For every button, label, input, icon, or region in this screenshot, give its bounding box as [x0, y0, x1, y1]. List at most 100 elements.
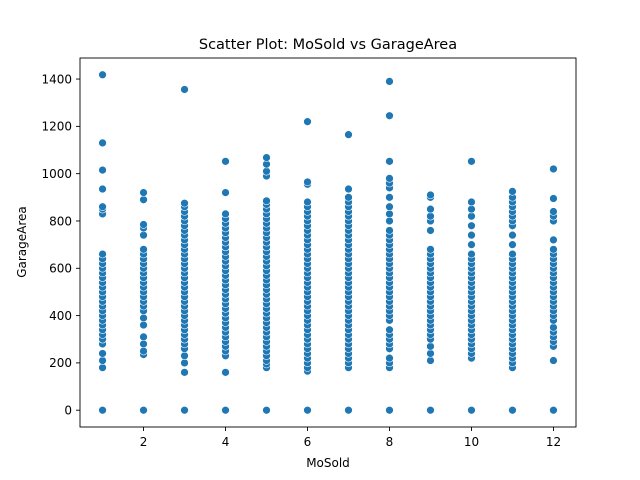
scatter-point: [549, 164, 558, 174]
scatter-point: [426, 406, 435, 415]
scatter-point: [221, 406, 230, 415]
scatter-point: [139, 406, 148, 415]
scatter-point: [303, 177, 312, 187]
scatter-point: [344, 184, 353, 194]
y-tick-label: 1000: [41, 167, 72, 181]
plot-frame: [79, 57, 577, 428]
scatter-point: [467, 249, 476, 259]
x-tick-label: 12: [546, 435, 561, 449]
scatter-point: [262, 167, 271, 176]
x-tick-label: 4: [222, 435, 230, 449]
scatter-point: [139, 195, 148, 204]
chart-title: Scatter Plot: MoSold vs GarageArea: [199, 37, 457, 53]
scatter-point: [385, 111, 394, 120]
scatter-point: [221, 368, 230, 377]
scatter-point: [303, 197, 312, 207]
scatter-point: [426, 190, 435, 200]
scatter-point: [180, 85, 189, 94]
scatter-point: [426, 204, 435, 214]
scatter-point: [508, 406, 517, 415]
scatter-point: [180, 351, 189, 360]
y-axis-ticks: 0 200 400 600 800 1000 1200 1400: [41, 72, 80, 418]
scatter-point: [385, 209, 394, 219]
scatter-point: [385, 202, 394, 211]
scatter-point: [467, 204, 476, 214]
scatter-point: [98, 165, 107, 175]
scatter-point: [98, 363, 107, 372]
scatter-point: [180, 358, 189, 368]
scatter-point: [98, 138, 107, 148]
y-tick-label: 800: [49, 214, 72, 228]
y-tick-label: 400: [49, 309, 72, 323]
y-tick-label: 0: [64, 404, 72, 418]
scatter-point: [221, 209, 230, 219]
y-tick-label: 1200: [41, 120, 72, 134]
scatter-point: [385, 406, 394, 415]
scatter-point: [344, 130, 353, 139]
scatter-point: [139, 320, 148, 330]
scatter-point: [467, 212, 476, 221]
scatter-point: [303, 117, 312, 126]
scatter-point: [98, 349, 107, 358]
scatter-point: [344, 406, 353, 415]
scatter-point: [549, 245, 558, 254]
scatter-point: [303, 406, 312, 415]
x-tick-label: 10: [464, 435, 479, 449]
scatter-point: [467, 197, 476, 207]
scatter-point: [467, 230, 476, 240]
y-axis-label: GarageArea: [15, 206, 29, 278]
data-points: [98, 70, 558, 415]
scatter-point: [549, 323, 558, 332]
scatter-point: [344, 193, 353, 202]
scatter-point: [139, 346, 148, 356]
scatter-point: [426, 226, 435, 235]
scatter-point: [139, 188, 148, 197]
scatter-point: [467, 240, 476, 249]
scatter-point: [385, 353, 394, 363]
scatter-point: [262, 406, 271, 415]
scatter-point: [385, 77, 394, 86]
scatter-point: [98, 406, 107, 415]
scatter-point: [549, 235, 558, 245]
scatter-point: [549, 207, 558, 216]
x-tick-label: 2: [140, 435, 148, 449]
scatter-point: [385, 174, 394, 183]
scatter-point: [467, 157, 476, 166]
y-tick-label: 1400: [41, 72, 72, 86]
x-tick-label: 6: [304, 435, 312, 449]
scatter-point: [221, 157, 230, 166]
scatter-point: [385, 325, 394, 334]
scatter-point: [385, 226, 394, 235]
scatter-point: [508, 249, 517, 259]
scatter-point: [426, 212, 435, 221]
y-tick-label: 200: [49, 356, 72, 370]
scatter-point: [508, 240, 517, 249]
scatter-point: [180, 199, 189, 208]
scatter-point: [426, 349, 435, 358]
scatter-point: [139, 339, 148, 349]
scatter-point: [98, 356, 107, 365]
scatter-point: [139, 313, 148, 323]
scatter-point: [180, 406, 189, 415]
scatter-point: [426, 356, 435, 365]
scatter-point: [98, 184, 107, 194]
x-tick-label: 8: [386, 435, 394, 449]
scatter-point: [508, 230, 517, 240]
scatter-point: [385, 157, 394, 166]
scatter-point: [139, 332, 148, 342]
scatter-point: [180, 368, 189, 377]
x-axis-label: MoSold: [306, 456, 350, 470]
scatter-point: [98, 202, 107, 211]
scatter-point: [549, 406, 558, 415]
scatter-point: [426, 342, 435, 351]
scatter-point: [262, 153, 271, 162]
scatter-point: [98, 70, 107, 79]
scatter-point: [385, 216, 394, 226]
scatter-point: [139, 230, 148, 240]
scatter-point: [139, 220, 148, 229]
scatter-point: [426, 245, 435, 254]
y-tick-label: 600: [49, 262, 72, 276]
scatter-point: [467, 406, 476, 415]
